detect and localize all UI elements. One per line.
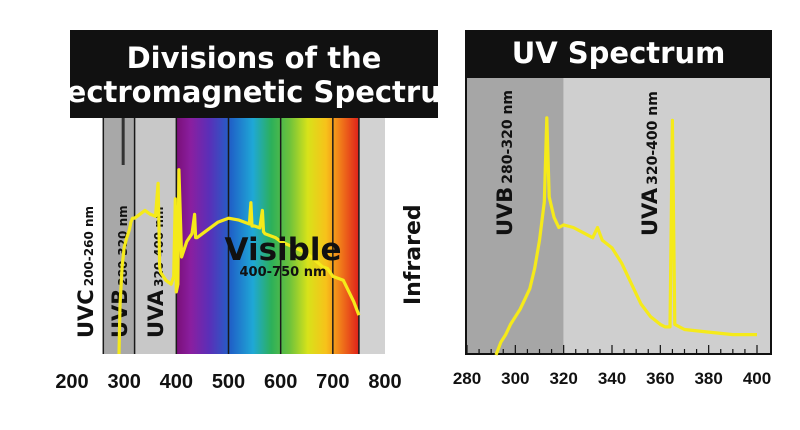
em-spectrum-line (117, 168, 361, 355)
uvc-label: UVC200-260 nm (74, 206, 98, 338)
x-tick-label: 280 (453, 369, 481, 388)
x-tick-label: 500 (212, 371, 245, 393)
infrared-label: Infrared (401, 204, 426, 305)
em-chart-title-line: Electromagnetic Spectrum (37, 75, 471, 109)
uva-band (134, 118, 177, 354)
x-tick-label: 200 (55, 371, 88, 393)
x-tick-label: 400 (160, 371, 193, 393)
uvc-band (72, 118, 104, 354)
uvb-region-label: UVB280-320 nm (493, 90, 517, 236)
em-chart-title-line: Divisions of the (127, 41, 382, 75)
x-tick-label: 700 (316, 371, 349, 393)
x-tick-label: 300 (501, 369, 529, 388)
x-tick-label: 600 (264, 371, 297, 393)
x-tick-label: 320 (549, 369, 577, 388)
infrared-band (358, 118, 385, 354)
uva-region-label: UVA320-400 nm (638, 91, 662, 236)
x-tick-label: 360 (646, 369, 674, 388)
uv-spectrum-chart: UV Spectrum UVB280-320 nm UVA320-400 nm 280… (453, 30, 772, 388)
x-tick-label: 800 (368, 371, 401, 393)
x-tick-label: 400 (743, 369, 771, 388)
x-tick-label: 300 (107, 371, 140, 393)
uva-region (563, 78, 770, 353)
x-tick-label: 340 (598, 369, 626, 388)
visible-range-label: 400-750 nm (240, 265, 327, 280)
uv-chart-title: UV Spectrum (512, 36, 726, 70)
uv-spectrum-line (494, 116, 757, 356)
visible-label: Visible (225, 232, 342, 268)
x-tick-label: 380 (694, 369, 722, 388)
uva-label: UVA320-400 nm (144, 207, 168, 338)
